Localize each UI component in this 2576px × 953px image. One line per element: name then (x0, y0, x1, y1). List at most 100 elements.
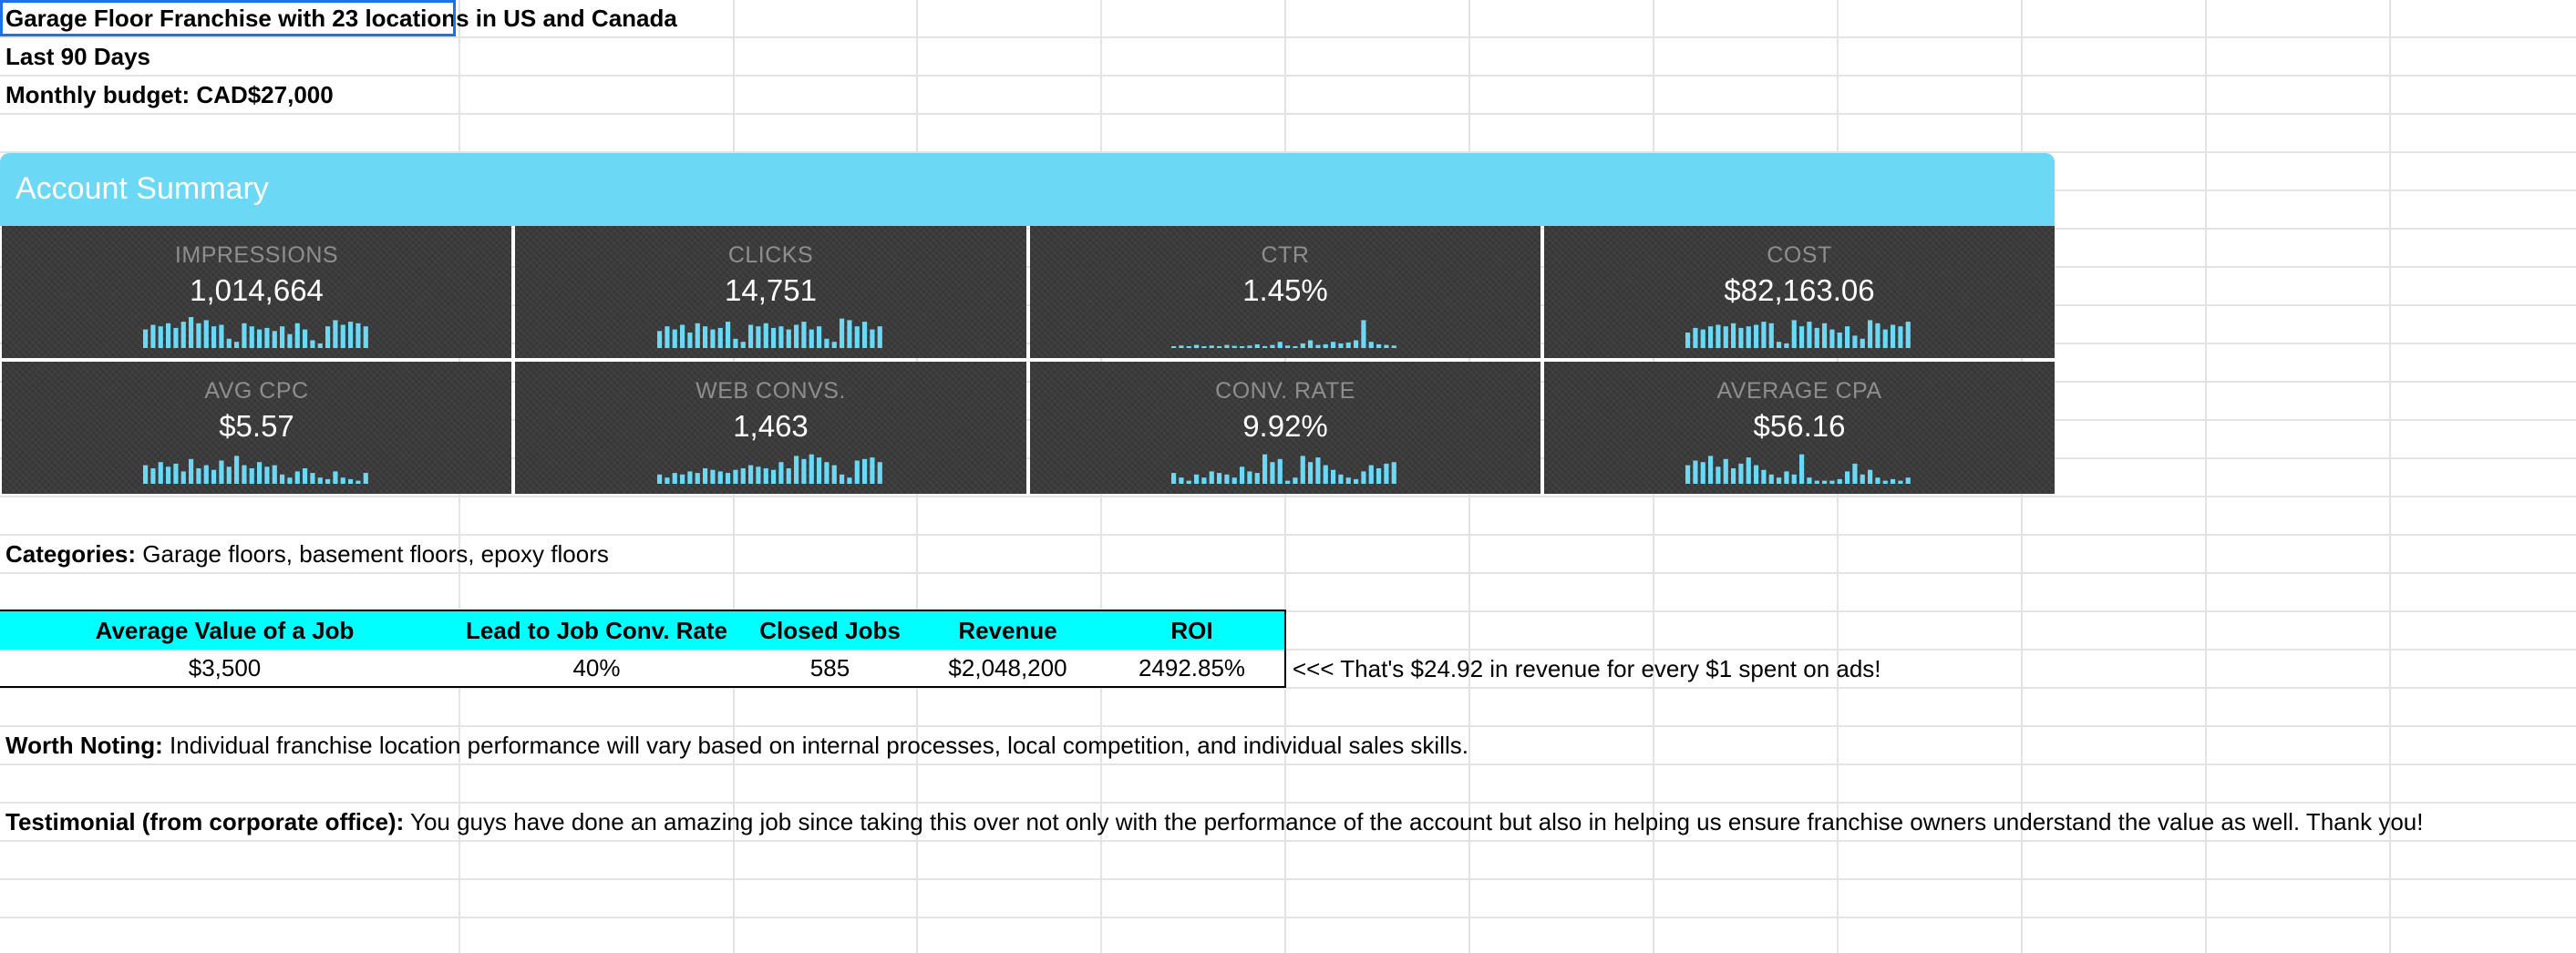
sparkline-bar (1323, 465, 1328, 484)
sparkline-bar (877, 326, 882, 348)
sparkline-bar (1898, 480, 1903, 484)
roi-table-header-row: Average Value of a Job Lead to Job Conv.… (0, 610, 1286, 650)
tile-label: CTR (1261, 242, 1310, 268)
sparkline-bar (778, 326, 783, 348)
sparkline-bar (1891, 324, 1896, 348)
selected-cell-outline[interactable] (0, 0, 456, 36)
sparkline-bar (325, 326, 330, 348)
sparkline-bar (263, 327, 269, 348)
cell-lead-to-job-rate[interactable]: 40% (449, 650, 744, 688)
sparkline-bar (869, 329, 874, 348)
tile-value: 1,463 (733, 409, 809, 443)
cell-revenue[interactable]: $2,048,200 (916, 650, 1099, 688)
sparkline-bar (211, 326, 216, 348)
tile-conv-rate: CONV. RATE 9.92% (1030, 362, 1540, 494)
header-revenue[interactable]: Revenue (916, 610, 1099, 650)
sparkline-bar (861, 322, 867, 348)
sparkline-bar (1285, 480, 1291, 484)
tile-impressions: IMPRESSIONS 1,014,664 (2, 226, 511, 358)
tile-average-cpa: AVERAGE CPA $56.16 (1544, 362, 2055, 494)
sparkline-bar (317, 343, 323, 348)
sparkline-bar (839, 474, 844, 484)
sparkline-bar (869, 457, 874, 484)
header-lead-to-job-rate[interactable]: Lead to Job Conv. Rate (449, 610, 744, 650)
tile-web-convs: WEB CONVS. 1,463 (515, 362, 1026, 494)
sparkline-bar (831, 465, 837, 484)
sparkline-bar (846, 477, 851, 484)
sparkline-bar (1179, 345, 1184, 348)
sparkline-bar (778, 462, 783, 484)
sparkline-bar (1852, 335, 1858, 348)
cell-avg-job-value[interactable]: $3,500 (0, 650, 449, 688)
sparkline-bar (1224, 474, 1230, 484)
categories-cell[interactable]: Categories: Garage floors, basement floo… (5, 536, 609, 572)
sparkline-bar (188, 458, 193, 484)
categories-text: Garage floors, basement floors, epoxy fl… (136, 540, 609, 568)
sparkline-bar (165, 466, 170, 484)
tile-value: 14,751 (725, 273, 817, 307)
sparkline-bar (664, 326, 669, 348)
sparkline-bar (1194, 474, 1200, 484)
sparkline-bar (1270, 344, 1275, 348)
sparkline-bar (1754, 324, 1759, 348)
sparkline-bar (272, 331, 277, 348)
sparkline-bar (332, 320, 337, 348)
testimonial-text: You guys have done an amazing job since … (404, 808, 2424, 835)
sparkline-bar (1761, 469, 1767, 484)
impressions-sparkline (142, 317, 368, 348)
testimonial-cell[interactable]: Testimonial (from corporate office): You… (5, 804, 2423, 840)
sparkline-bar (1384, 344, 1389, 348)
budget-label[interactable]: Monthly budget: CAD$27,000 (5, 81, 334, 108)
sparkline-bar (158, 326, 163, 348)
testimonial-label: Testimonial (from corporate office): (5, 808, 405, 835)
header-closed-jobs[interactable]: Closed Jobs (744, 610, 916, 650)
sparkline-bar (664, 477, 669, 484)
sparkline-bar (1217, 473, 1222, 484)
sparkline-bar (1354, 478, 1359, 484)
sparkline-bar (1905, 477, 1911, 484)
sparkline-bar (180, 322, 186, 348)
sparkline-bar (877, 462, 882, 484)
worth-noting-cell[interactable]: Worth Noting: Individual franchise locat… (5, 727, 1468, 763)
sparkline-bar (279, 474, 284, 484)
sheet-title[interactable]: Garage Floor Franchise with 23 locations… (5, 5, 677, 32)
sparkline-bar (1738, 327, 1744, 348)
sparkline-bar (702, 468, 707, 484)
sparkline-bar (226, 466, 232, 484)
cell-roi[interactable]: 2492.85% (1099, 650, 1286, 688)
sparkline-bar (702, 326, 707, 348)
sparkline-bar (1331, 342, 1336, 348)
sparkline-bar (1829, 329, 1835, 348)
sparkline-bar (786, 329, 791, 348)
roi-note[interactable]: <<< That's $24.92 in revenue for every $… (1293, 655, 1881, 682)
sparkline-bar (1277, 458, 1283, 484)
header-avg-job-value[interactable]: Average Value of a Job (0, 610, 449, 650)
sparkline-bar (1685, 333, 1691, 348)
sparkline-bar (180, 471, 186, 484)
sparkline-bar (1845, 471, 1850, 484)
sparkline-bar (1837, 333, 1842, 348)
sparkline-bar (309, 473, 314, 484)
sparkline-bar (1308, 340, 1314, 348)
sparkline-bar (1868, 469, 1873, 484)
tile-value: 1,014,664 (190, 273, 324, 307)
sparkline-bar (256, 329, 262, 348)
sparkline-bar (709, 469, 715, 484)
sparkline-bar (732, 338, 737, 348)
cell-closed-jobs[interactable]: 585 (744, 650, 916, 688)
sparkline-bar (1777, 477, 1782, 484)
sparkline-bar (1331, 469, 1336, 484)
average-cpa-sparkline (1685, 454, 1911, 484)
period-label[interactable]: Last 90 Days (5, 43, 150, 70)
sparkline-bar (272, 465, 277, 484)
sparkline-bar (709, 329, 715, 348)
header-roi[interactable]: ROI (1099, 610, 1286, 650)
sparkline-bar (717, 327, 723, 348)
cost-sparkline (1685, 320, 1911, 348)
sparkline-bar (1784, 343, 1789, 348)
sparkline-bar (302, 329, 307, 348)
sparkline-bar (1807, 322, 1812, 348)
sparkline-bar (1354, 340, 1359, 348)
sparkline-bar (1860, 474, 1865, 484)
sparkline-bar (1685, 465, 1691, 484)
